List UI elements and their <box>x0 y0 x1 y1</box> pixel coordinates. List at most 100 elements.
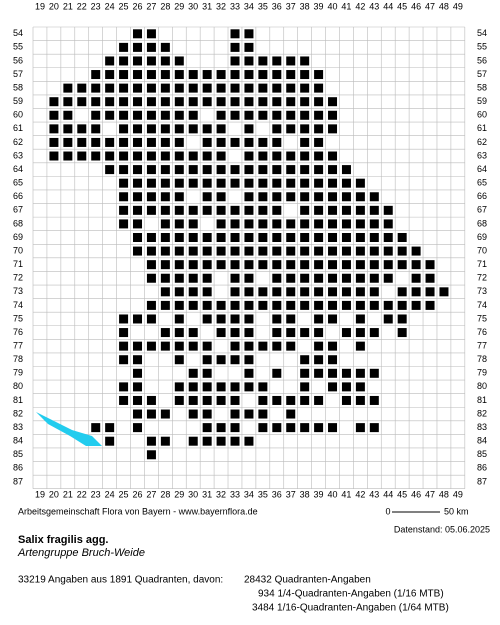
occurrence <box>230 137 240 147</box>
occurrence <box>341 178 351 188</box>
lake <box>36 412 102 446</box>
occurrence <box>314 368 324 378</box>
occurrence <box>188 110 198 120</box>
occurrence <box>286 328 296 338</box>
row-label: 74 <box>477 300 487 310</box>
occurrence <box>146 436 156 446</box>
occurrence <box>314 178 324 188</box>
occurrence <box>314 355 324 365</box>
occurrence <box>272 368 282 378</box>
occurrence <box>369 395 379 405</box>
occurrence <box>397 233 407 242</box>
occurrence <box>230 205 240 215</box>
occurrence <box>119 97 129 107</box>
occurrence <box>286 110 296 120</box>
occurrence <box>328 219 338 229</box>
occurrence <box>216 205 226 215</box>
occurrence <box>160 287 170 297</box>
occurrence <box>202 355 212 365</box>
occurrence <box>91 137 101 147</box>
occurrence <box>188 260 198 270</box>
occurrence <box>328 97 338 107</box>
row-label: 68 <box>13 218 23 228</box>
column-label: 36 <box>272 1 282 11</box>
occurrence <box>174 328 184 338</box>
occurrence <box>244 382 254 392</box>
occurrence <box>119 42 129 52</box>
column-label: 19 <box>35 489 45 499</box>
column-label: 47 <box>425 489 435 499</box>
occurrence <box>341 328 351 338</box>
occurrence <box>314 151 324 161</box>
occurrence <box>105 423 115 433</box>
occurrence <box>133 423 143 433</box>
occurrence <box>202 192 212 202</box>
occurrence <box>300 83 310 93</box>
occurrence <box>202 83 212 93</box>
column-label: 24 <box>105 489 115 499</box>
occurrence <box>133 205 143 215</box>
occurrence <box>216 382 226 392</box>
occurrence <box>272 395 282 405</box>
occurrence <box>230 395 240 405</box>
occurrence <box>188 178 198 188</box>
column-label: 21 <box>63 489 73 499</box>
occurrence <box>244 110 254 120</box>
occurrence <box>174 97 184 107</box>
occurrence <box>133 42 143 52</box>
occurrence <box>91 151 101 161</box>
occurrence <box>272 124 282 134</box>
occurrence <box>230 314 240 324</box>
occurrence <box>133 233 143 242</box>
row-label: 85 <box>477 449 487 459</box>
occurrence <box>216 395 226 405</box>
occurrence <box>188 70 198 80</box>
occurrence <box>300 368 310 378</box>
column-label: 28 <box>160 1 170 11</box>
occurrence <box>397 287 407 297</box>
occurrence <box>133 409 143 419</box>
occurrence <box>369 273 379 283</box>
occurrence <box>105 165 115 175</box>
occurrence <box>188 246 198 256</box>
occurrence <box>300 382 310 392</box>
occurrence <box>244 436 254 446</box>
occurrence <box>328 341 338 351</box>
column-label: 35 <box>258 489 268 499</box>
occurrence <box>300 137 310 147</box>
occurrence <box>230 83 240 93</box>
occurrence <box>202 205 212 215</box>
occurrence <box>216 165 226 175</box>
occurrence <box>314 314 324 324</box>
occurrence <box>188 124 198 134</box>
occurrence <box>286 97 296 107</box>
occurrence <box>160 328 170 338</box>
occurrence <box>105 83 115 93</box>
occurrence <box>328 151 338 161</box>
occurrence <box>146 450 156 460</box>
occurrence <box>244 151 254 161</box>
occurrence <box>341 273 351 283</box>
occurrence <box>133 110 143 120</box>
column-label: 20 <box>49 1 59 11</box>
occurrence <box>133 56 143 66</box>
occurrence <box>314 287 324 297</box>
occurrence <box>397 300 407 310</box>
occurrence <box>63 110 73 120</box>
column-label: 44 <box>383 1 393 11</box>
row-label: 81 <box>477 395 487 405</box>
occurrence <box>383 205 393 215</box>
occurrence <box>411 273 421 283</box>
occurrence <box>272 341 282 351</box>
occurrence <box>216 436 226 446</box>
occurrence <box>202 178 212 188</box>
occurrence <box>328 205 338 215</box>
occurrence <box>146 341 156 351</box>
column-label: 47 <box>425 1 435 11</box>
row-label: 62 <box>477 137 487 147</box>
occurrence <box>146 395 156 405</box>
row-label: 60 <box>13 110 23 120</box>
occurrence <box>63 97 73 107</box>
occurrence <box>216 137 226 147</box>
occurrence <box>286 233 296 242</box>
